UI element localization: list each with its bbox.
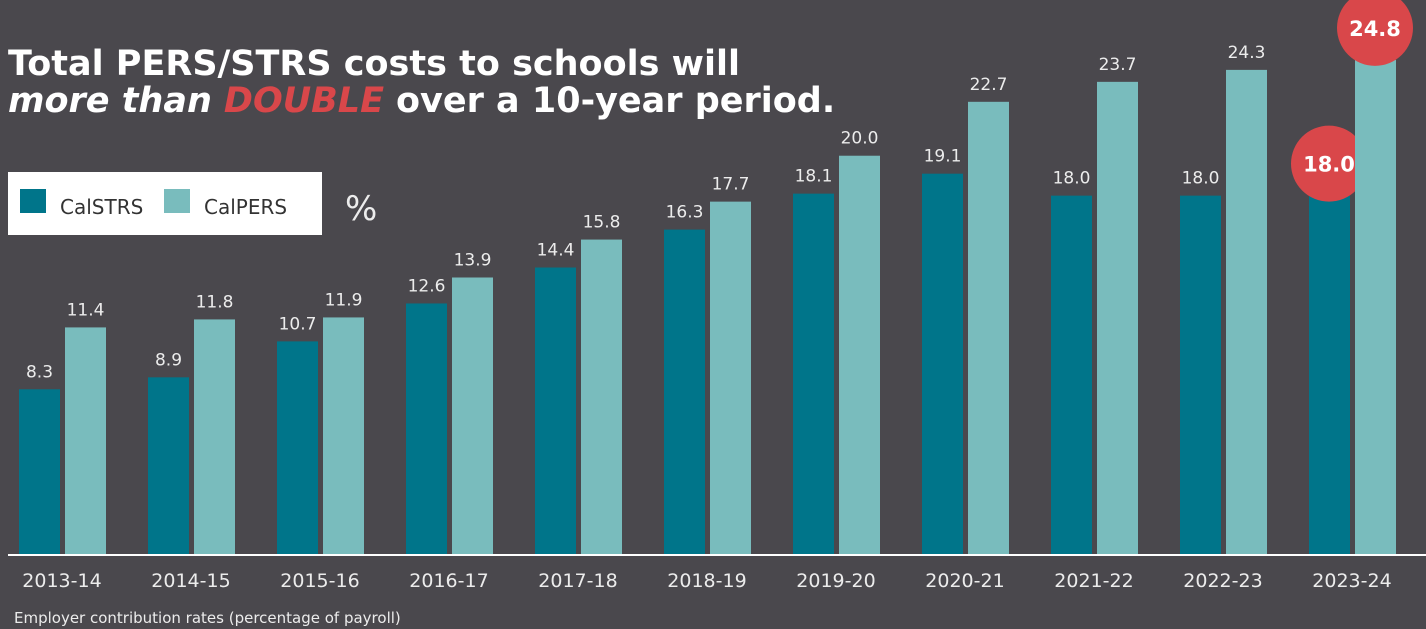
bar [839, 155, 880, 555]
value-label: 18.0 [1303, 153, 1355, 177]
value-label: 8.3 [26, 362, 53, 382]
bar [148, 377, 189, 555]
value-label: 24.3 [1228, 43, 1266, 63]
value-label: 11.4 [67, 300, 105, 320]
bar [793, 193, 834, 556]
bar [1180, 195, 1221, 556]
bar [664, 229, 705, 555]
bar [1309, 195, 1350, 556]
title-part: more than [8, 81, 212, 121]
value-label: 13.9 [454, 251, 492, 271]
title-line: more than DOUBLE over a 10-year period. [8, 83, 835, 120]
highlight-circle [1291, 125, 1367, 202]
x-tick-label: 2018-19 [667, 570, 746, 592]
bar [535, 267, 576, 555]
bar [1097, 81, 1138, 556]
value-label: 15.8 [583, 213, 621, 233]
value-label: 16.3 [666, 203, 704, 223]
x-tick-label: 2022-23 [1183, 570, 1262, 592]
note: Employer contribution rates (percentage … [14, 609, 401, 627]
x-tick-label: 2017-18 [538, 570, 617, 592]
value-label: 10.7 [279, 314, 317, 334]
value-label: 17.7 [712, 175, 750, 195]
x-tick-label: 2019-20 [796, 570, 875, 592]
chart-title: Total PERS/STRS costs to schools will mo… [8, 46, 835, 120]
x-tick-label: 2021-22 [1054, 570, 1133, 592]
value-label: 12.6 [408, 276, 446, 296]
x-tick-label: 2014-15 [151, 570, 230, 592]
legend-swatch [20, 189, 46, 213]
value-label: 11.9 [325, 290, 363, 310]
x-tick-label: 2020-21 [925, 570, 1004, 592]
x-tick-label: 2015-16 [280, 570, 359, 592]
x-tick-label: 2023-24 [1312, 570, 1391, 592]
bar [1051, 195, 1092, 556]
highlight-circle [1337, 0, 1413, 66]
value-label: 20.0 [841, 129, 879, 149]
legend-swatch [164, 189, 190, 213]
value-label: 18.0 [1053, 169, 1091, 189]
value-label: 11.8 [196, 292, 234, 312]
value-label: 22.7 [970, 75, 1008, 95]
bar [277, 341, 318, 555]
value-label: 18.1 [795, 167, 833, 187]
legend-label: CalPERS [204, 195, 287, 219]
title-emphasis: DOUBLE [223, 81, 385, 121]
bar [710, 201, 751, 555]
bar [406, 303, 447, 555]
bar [452, 277, 493, 555]
value-label: 14.4 [537, 241, 575, 261]
value-label: 18.0 [1182, 169, 1220, 189]
legend-label: CalSTRS [60, 195, 143, 219]
bar [581, 239, 622, 555]
bar [1355, 59, 1396, 555]
value-label: 19.1 [924, 147, 962, 167]
x-tick-label: 2013-14 [22, 570, 101, 592]
value-label: 8.9 [155, 350, 182, 370]
bar [968, 101, 1009, 556]
bar [194, 319, 235, 555]
value-label: 23.7 [1099, 55, 1137, 75]
title-part: over a 10-year period. [396, 81, 836, 121]
bar [19, 389, 60, 555]
x-tick-label: 2016-17 [409, 570, 488, 592]
bar [1226, 69, 1267, 556]
unit-label: % [345, 189, 377, 229]
bar [65, 327, 106, 555]
value-label: 24.8 [1349, 17, 1401, 41]
bar [323, 317, 364, 555]
bar [922, 173, 963, 555]
title-line: Total PERS/STRS costs to schools will [8, 44, 740, 84]
